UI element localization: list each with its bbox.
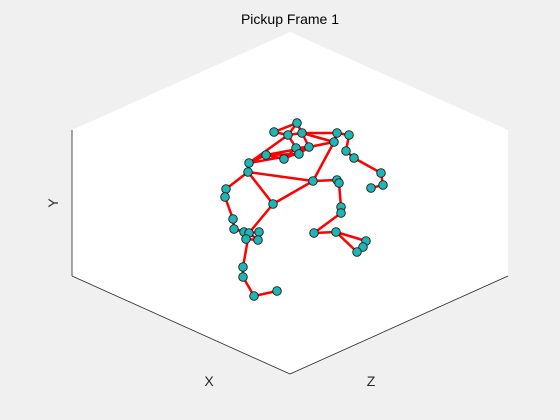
axis-label-y: Y — [45, 198, 61, 208]
skeleton-edge-45 — [271, 179, 315, 206]
skeleton-point-5 — [344, 130, 354, 140]
skeleton-point-21 — [366, 183, 376, 193]
skeleton-point-2 — [283, 130, 293, 140]
skeleton-edge-55 — [334, 230, 359, 254]
skeleton-point-1 — [269, 127, 279, 137]
skeleton-point-42 — [272, 286, 282, 296]
skeleton-edge-57 — [311, 140, 336, 183]
skeleton-point-9 — [341, 146, 351, 156]
skeleton-point-40 — [238, 272, 248, 282]
skeleton-edge-43 — [246, 170, 275, 206]
skeleton-edge-25 — [264, 145, 311, 157]
skeleton-point-14 — [244, 158, 254, 168]
axes-background — [72, 32, 508, 374]
skeleton-edge-16 — [300, 131, 336, 144]
axis-line-x — [71, 275, 291, 375]
skeleton-point-18 — [334, 178, 344, 188]
skeleton-point-27 — [228, 214, 238, 224]
skeleton-edge-22 — [247, 152, 301, 165]
skeleton-point-39 — [238, 262, 248, 272]
skeleton-point-35 — [331, 227, 341, 237]
skeleton-point-23 — [220, 192, 230, 202]
skeleton-point-33 — [241, 234, 251, 244]
skeleton-point-26 — [336, 208, 346, 218]
skeleton-point-15 — [243, 167, 253, 177]
axes-box — [71, 32, 509, 375]
skeleton-edge-56 — [247, 133, 290, 165]
skeleton-point-28 — [229, 224, 239, 234]
skeleton-point-38 — [352, 247, 362, 257]
skeleton-edge-46 — [246, 170, 315, 183]
skeleton-point-8 — [304, 142, 314, 152]
skeleton-points — [220, 118, 388, 301]
skeleton-point-20 — [378, 180, 388, 190]
skeleton-point-13 — [261, 150, 271, 160]
skeleton-point-4 — [332, 128, 342, 138]
skeleton-point-37 — [358, 242, 368, 252]
skeleton-point-16 — [308, 176, 318, 186]
axis-label-x: X — [204, 373, 214, 389]
skeleton-point-24 — [268, 199, 278, 209]
skeleton-edge-44 — [247, 202, 275, 235]
skeleton-edge-53 — [334, 230, 368, 243]
axis-label-z: Z — [367, 373, 376, 389]
skeleton-point-31 — [254, 227, 264, 237]
skeleton-point-11 — [294, 149, 304, 159]
skeleton-edge-13 — [352, 156, 383, 175]
skeleton-point-41 — [249, 291, 259, 301]
skeleton-point-6 — [329, 137, 339, 147]
skeleton-point-3 — [297, 128, 307, 138]
skeleton-point-22 — [221, 184, 231, 194]
axis-line-z — [289, 275, 509, 375]
skeleton-point-12 — [279, 154, 289, 164]
skeleton-point-19 — [376, 168, 386, 178]
chart-title: Pickup Frame 1 — [241, 11, 339, 27]
skeleton-point-34 — [309, 228, 319, 238]
skeleton-point-10 — [349, 153, 359, 163]
skeleton-point-0 — [292, 118, 302, 128]
skeleton-edge-51 — [312, 211, 343, 235]
skeleton-point-32 — [253, 235, 263, 245]
